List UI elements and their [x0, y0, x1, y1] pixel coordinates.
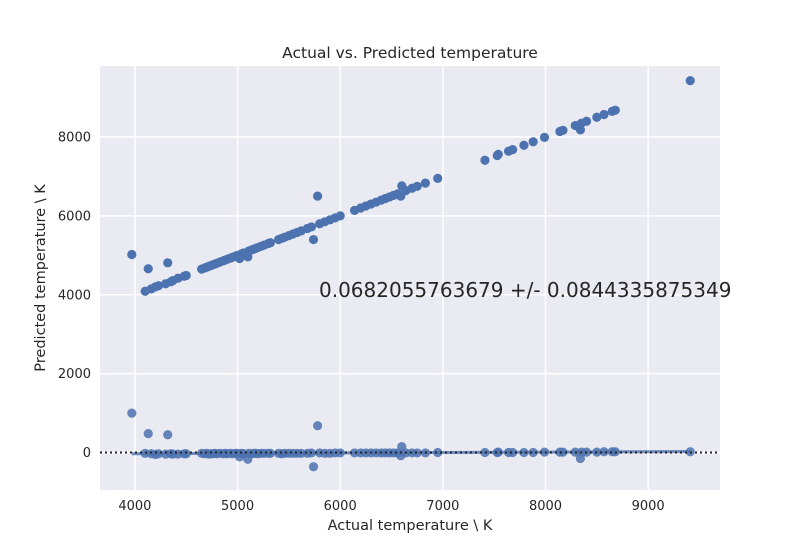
predicted-point: [539, 132, 550, 142]
residual-point: [127, 408, 137, 418]
predicted-point: [181, 270, 191, 281]
residual-point: [433, 447, 443, 458]
x-tick-label: 5000: [221, 499, 254, 514]
predicted-point: [493, 149, 503, 159]
residual-point: [508, 447, 518, 458]
y-tick-label: 6000: [58, 209, 91, 224]
residual-point: [480, 447, 490, 458]
residual-point: [163, 430, 173, 440]
x-axis-label: Actual temperature \ K: [328, 518, 493, 534]
chart-title: Actual vs. Predicted temperature: [282, 44, 538, 62]
residual-point: [599, 447, 609, 457]
residual-point: [412, 448, 422, 458]
residual-point: [181, 449, 191, 459]
predicted-point: [519, 140, 529, 150]
predicted-point: [412, 181, 422, 191]
y-tick-label: 8000: [58, 130, 91, 145]
x-tick-label: 9000: [632, 499, 665, 514]
predicted-point: [335, 211, 345, 221]
predicted-point: [433, 173, 443, 184]
residual-point: [313, 421, 323, 431]
metric-annotation: 0.0682055763679 +/- 0.0844335875349: [319, 278, 731, 302]
residual-point: [528, 447, 538, 458]
predicted-point: [592, 112, 602, 122]
residual-point: [143, 428, 153, 439]
predicted-point: [153, 281, 164, 291]
residual-point: [558, 447, 568, 457]
predicted-point: [581, 116, 592, 126]
grid-lines: [100, 66, 720, 490]
predicted-series: [127, 75, 695, 296]
residual-point: [519, 447, 529, 458]
predicted-point: [558, 125, 568, 135]
residual-series: [127, 408, 695, 472]
predicted-point: [265, 238, 275, 248]
data-points: [127, 75, 695, 472]
predicted-point: [610, 105, 620, 115]
predicted-point: [508, 145, 518, 155]
predicted-point: [480, 155, 490, 165]
predicted-point: [308, 234, 319, 245]
predicted-point: [163, 258, 173, 268]
residual-point: [493, 447, 503, 457]
predicted-point: [420, 178, 430, 188]
residual-point: [539, 447, 550, 457]
x-tick-label: 8000: [529, 499, 562, 514]
y-tick-label: 0: [83, 446, 91, 461]
predicted-point: [306, 222, 317, 232]
predicted-point: [143, 264, 153, 274]
predicted-point: [599, 109, 609, 120]
tick-labels: 4000 5000 6000 7000 8000 9000 0 2000 4000 6000 800…: [58, 130, 665, 514]
residual-point: [153, 449, 164, 459]
predicted-point: [313, 191, 323, 201]
x-tick-label: 4000: [118, 499, 151, 514]
predicted-point: [685, 75, 695, 86]
x-tick-label: 6000: [324, 499, 357, 514]
predicted-point: [528, 137, 538, 147]
predicted-point: [127, 249, 137, 260]
y-tick-label: 2000: [58, 367, 91, 382]
y-axis-label: Predicted temperature \ K: [33, 184, 49, 372]
x-tick-label: 7000: [426, 499, 459, 514]
residual-point: [308, 462, 319, 472]
y-tick-label: 4000: [58, 288, 91, 303]
